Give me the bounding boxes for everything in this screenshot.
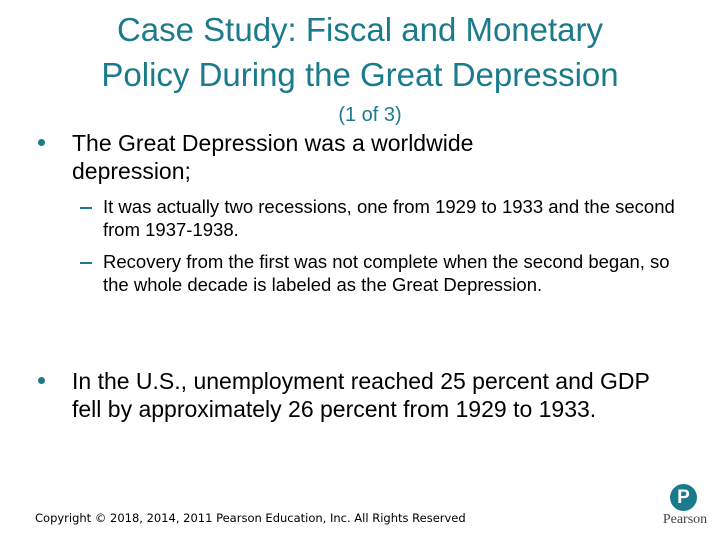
logo-mark: P bbox=[670, 484, 697, 511]
title-line: Policy During the Great Depression bbox=[101, 56, 619, 93]
bullet bbox=[38, 377, 45, 384]
title-line: Case Study: Fiscal and Monetary bbox=[116, 11, 604, 48]
dash bbox=[80, 207, 92, 209]
subtitle: (1 of 3) bbox=[338, 104, 402, 126]
sub-bullet-text: It was actually two recessions, one from… bbox=[103, 196, 675, 240]
bullet-text: The Great Depression was a worldwide dep… bbox=[72, 130, 474, 184]
logo-text: Pearson bbox=[662, 512, 708, 527]
dash bbox=[80, 262, 92, 264]
sub-bullet-text: Recovery from the first was not complete… bbox=[103, 251, 670, 295]
bullet-text: In the U.S., unemployment reached 25 per… bbox=[72, 368, 650, 422]
copyright: Copyright © 2018, 2014, 2011 Pearson Edu… bbox=[35, 511, 466, 525]
bullet bbox=[38, 139, 45, 146]
